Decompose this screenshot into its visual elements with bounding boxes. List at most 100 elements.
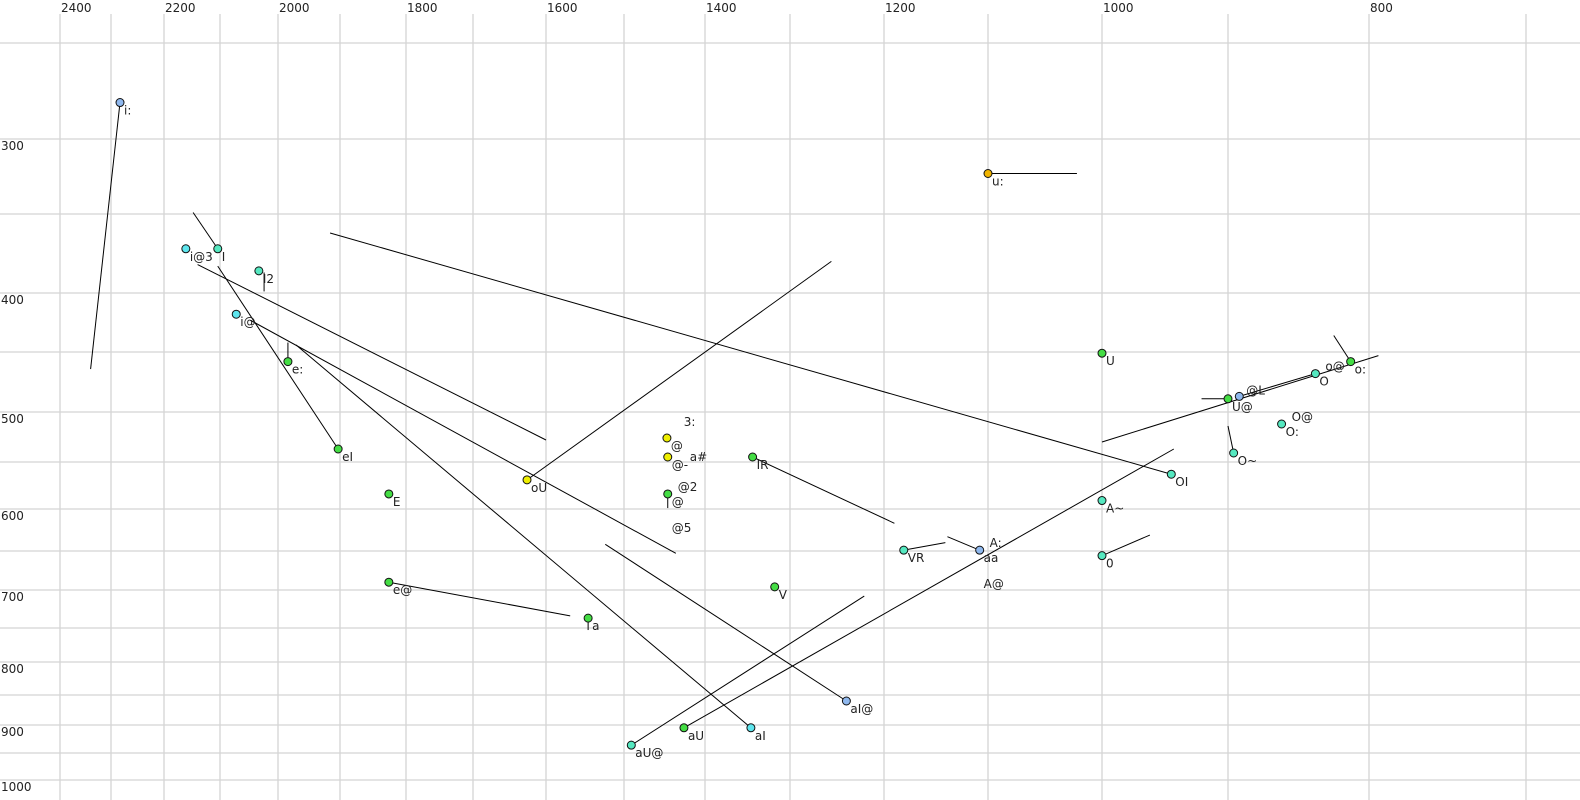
x-tick-label: 1800 (407, 1, 438, 15)
vowel-point (746, 723, 756, 733)
vowel-point (583, 613, 593, 623)
vowel-label: oU (531, 481, 547, 495)
vowel-label: E (393, 495, 401, 509)
tick-labels: 2400 2200 2000 1800 1600 1400 1200 1000 800 300 40… (1, 1, 1393, 794)
vowel-label: U (1106, 354, 1115, 368)
vowel-label: i@3 (190, 250, 213, 264)
trajectory-line (1333, 335, 1352, 362)
vowel-point (983, 169, 993, 178)
trajectory-line (217, 265, 339, 450)
x-tick-label: 2400 (61, 1, 92, 15)
y-tick-label: 1000 (1, 780, 32, 794)
vowel-point (679, 723, 689, 733)
vowel-label: e@ (393, 583, 412, 597)
vowel-point (115, 98, 125, 108)
vowel-label: A@ (984, 577, 1004, 591)
trajectory-line (683, 448, 1175, 729)
vowel-label: I2 (263, 272, 274, 286)
vowel-label: V (779, 588, 788, 602)
vowel-point (1223, 394, 1233, 404)
vowel-label: i@ (240, 315, 255, 329)
points (115, 98, 1356, 750)
vowel-point (522, 475, 532, 485)
vowel-label: VR (908, 551, 925, 565)
trajectory-line (90, 102, 121, 370)
vowel-point (626, 740, 636, 750)
vowel-label: O (1319, 375, 1328, 389)
vowel-point (662, 433, 672, 443)
trajectory-line (295, 344, 752, 729)
vowel-label: OI (1175, 475, 1188, 489)
vowel-label: aU (688, 729, 704, 743)
vowel-label: O~ (1238, 454, 1258, 468)
y-tick-label: 600 (1, 509, 24, 523)
vowel-point (663, 489, 673, 499)
x-tick-label: 2200 (165, 1, 196, 15)
vowel-point (1097, 348, 1107, 358)
vowel-point (1097, 496, 1107, 506)
trajectory-line (1239, 373, 1316, 397)
vowel-label: aI@ (850, 702, 873, 716)
vowel-label: a (592, 619, 599, 633)
vowel-label: O: (1286, 425, 1299, 439)
vowel-label: @2 (678, 480, 698, 494)
vowel-point (1346, 357, 1356, 367)
trajectory-line (1227, 425, 1235, 454)
x-tick-label: 800 (1370, 1, 1393, 15)
trajectory-line (903, 542, 946, 551)
y-tick-label: 900 (1, 725, 24, 739)
vowel-point (1234, 391, 1244, 401)
vowel-label: @5 (672, 521, 692, 535)
vowel-label: a# (690, 450, 707, 464)
x-tick-label: 1600 (547, 1, 578, 15)
vowel-point (181, 244, 191, 254)
trajectory-line (329, 232, 1172, 475)
vowel-point (1229, 448, 1239, 458)
vowel-label: I (222, 250, 226, 264)
trajectory-line (752, 456, 895, 524)
vowel-label: i: (124, 104, 131, 118)
vowel-point (1277, 419, 1287, 429)
vowel-label: aa (984, 551, 999, 565)
vowel-label: @ (671, 439, 683, 453)
vowel-label: U@ (1232, 400, 1253, 414)
trajectory-line (388, 581, 571, 617)
vowel-point (283, 357, 293, 367)
y-tick-label: 800 (1, 662, 24, 676)
trajectory-line (197, 264, 547, 441)
y-tick-label: 400 (1, 293, 24, 307)
vowel-point (770, 582, 780, 592)
vowel-point (663, 452, 673, 462)
x-tick-label: 1000 (1103, 1, 1134, 15)
y-tick-label: 700 (1, 590, 24, 604)
vowel-point (1166, 469, 1176, 479)
vowel-label: 3: (684, 415, 696, 429)
vowel-label: e: (292, 363, 303, 377)
vowel-label: @ (672, 495, 684, 509)
vowel-label: o: (1355, 363, 1366, 377)
vowel-label: A~ (1106, 502, 1124, 516)
vowel-label: IR (757, 458, 769, 472)
trajectory-line (1101, 534, 1151, 557)
trajectory-line (249, 319, 677, 554)
vowel-label: o@ (1325, 360, 1344, 374)
trajectory-line (526, 260, 832, 481)
vowel-point (748, 452, 758, 462)
vowel-label: u: (992, 175, 1004, 189)
vowel-point (384, 489, 394, 499)
vowel-point (231, 309, 241, 319)
vowel-point (975, 545, 985, 555)
vowel-point (384, 577, 394, 587)
x-tick-label: 2000 (279, 1, 310, 15)
gridlines (0, 14, 1580, 800)
trajectory-line (947, 536, 980, 551)
trajectories (90, 102, 1379, 746)
trajectory-line (605, 543, 847, 702)
vowel-label: 0 (1106, 557, 1114, 571)
vowel-point (333, 444, 343, 454)
vowel-label: aU@ (635, 746, 663, 760)
trajectory-line (192, 212, 219, 250)
vowel-point (1310, 369, 1320, 379)
